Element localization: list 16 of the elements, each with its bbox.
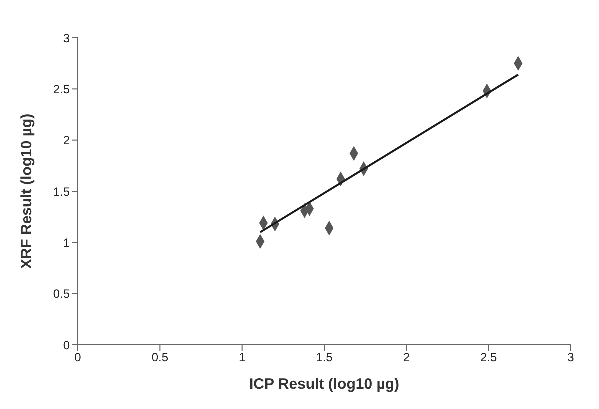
x-tick-label: 0 — [74, 350, 82, 365]
x-axis-title: ICP Result (log10 µg) — [249, 376, 400, 393]
x-tick-label: 2 — [403, 350, 410, 365]
x-tick-label: 1.5 — [316, 350, 334, 365]
y-tick-label: 2.5 — [53, 82, 70, 96]
y-tick-label: 1.5 — [53, 184, 70, 199]
y-tick-label: 0 — [63, 338, 70, 352]
y-tick-label: 2 — [63, 134, 70, 148]
y-tick-label: 0.5 — [53, 287, 70, 302]
x-tick-label: 0.5 — [152, 350, 169, 365]
y-tick-label: 1 — [63, 236, 70, 250]
x-tick-label: 1 — [238, 350, 246, 365]
y-tick-label: 3 — [63, 31, 70, 46]
x-tick-label: 2.5 — [480, 350, 498, 365]
y-axis-title: XRF Result (log10 µg) — [18, 114, 36, 270]
x-tick-label: 3 — [568, 350, 575, 365]
